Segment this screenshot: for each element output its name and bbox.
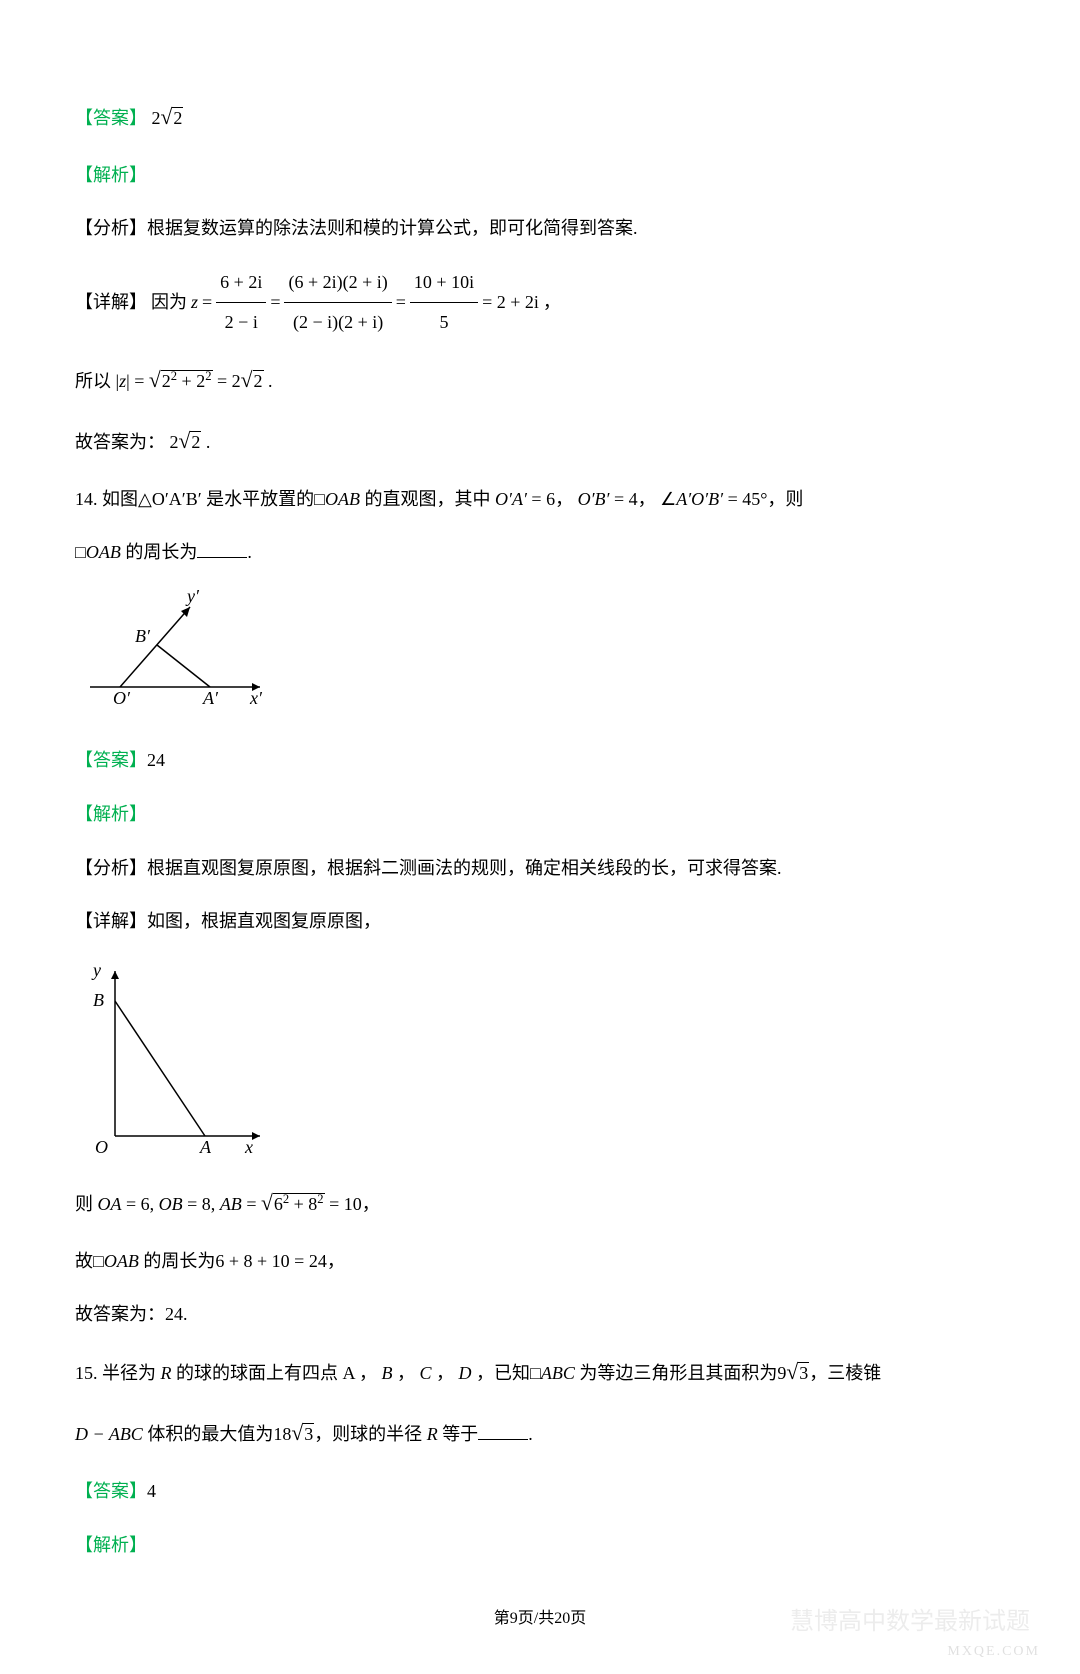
answer-label: 【答案】 <box>75 108 147 128</box>
answer-label-15: 【答案】 <box>75 1481 147 1501</box>
answer-value-15: 4 <box>147 1481 156 1501</box>
q15-number: 15. <box>75 1363 102 1383</box>
answer-value-14: 24 <box>147 750 165 770</box>
fraction-1: 6 + 2i 2 − i <box>216 263 266 343</box>
analysis-content-13: 【分析】根据复数运算的除法法则和模的计算公式，即可化简得到答案. <box>75 209 1005 249</box>
detail-label-14: 【详解】 <box>75 911 147 931</box>
diagram-14-original: O A x B y <box>75 956 1005 1166</box>
answer-value: 2√2 <box>152 108 184 128</box>
svg-text:A: A <box>199 1137 212 1156</box>
detail-label: 【详解】 <box>75 283 147 323</box>
analysis-label-15: 【解析】 <box>75 1526 1005 1566</box>
detail-14: 【详解】如图，根据直观图复原原图， <box>75 902 1005 942</box>
analysis-text: 根据复数运算的除法法则和模的计算公式，即可化简得到答案. <box>147 218 638 238</box>
detail-13: 【详解】 因为 z = 6 + 2i 2 − i = (6 + 2i)(2 + … <box>75 263 1005 343</box>
svg-text:y′: y′ <box>185 587 200 606</box>
blank-14 <box>197 557 247 558</box>
analysis-sublabel-14: 【分析】 <box>75 858 147 878</box>
calc-14-1: 则 OA = 6, OB = 8, AB = √62 + 82 = 10， <box>75 1180 1005 1228</box>
z-equals: z <box>191 283 198 323</box>
svg-text:O: O <box>95 1137 108 1156</box>
analysis-section-15: 【解析】 <box>75 1535 147 1555</box>
svg-text:x: x <box>244 1137 253 1156</box>
watermark-sub: MXQE.COM <box>947 1639 1040 1664</box>
detail-prefix: 因为 <box>151 283 187 323</box>
question-14-line2: □OAB 的周长为. <box>75 533 1005 573</box>
analysis-label-13: 【解析】 <box>75 156 1005 196</box>
blank-15 <box>478 1439 528 1440</box>
conclusion-13: 故答案为： 2√2 . <box>75 418 1005 466</box>
fraction-3: 10 + 10i 5 <box>410 263 478 343</box>
question-14: 14. 如图△O′A′B′ 是水平放置的□OAB 的直观图，其中 O′A′ = … <box>75 480 1005 520</box>
analysis-section: 【解析】 <box>75 165 147 185</box>
svg-text:x′: x′ <box>249 688 263 708</box>
answer-14: 【答案】24 <box>75 741 1005 781</box>
analysis-sublabel: 【分析】 <box>75 218 147 238</box>
svg-text:A′: A′ <box>202 688 219 708</box>
svg-text:B′: B′ <box>135 626 151 646</box>
analysis-label-14: 【解析】 <box>75 795 1005 835</box>
question-15-line2: D − ABC 体积的最大值为18√3，则球的半径 R 等于. <box>75 1410 1005 1458</box>
final-result: = 2 + 2i <box>482 283 539 323</box>
detail-text-14: 如图，根据直观图复原原图， <box>147 911 381 931</box>
answer-15: 【答案】4 <box>75 1472 1005 1512</box>
q14-number: 14. <box>75 489 102 509</box>
modulus-eq: |z| = √22 + 22 = 2√2 <box>116 371 264 391</box>
question-15: 15. 半径为 R 的球的球面上有四点 A ， B ， C ， D ，已知□AB… <box>75 1349 1005 1397</box>
fraction-2: (6 + 2i)(2 + i) (2 − i)(2 + i) <box>284 263 391 343</box>
watermark-main: 慧博高中数学最新试题 <box>790 1601 1030 1644</box>
diagram-14-oblique: O′ A′ x′ B′ y′ <box>75 587 1005 727</box>
analysis-text-14: 根据直观图复原原图，根据斜二测画法的规则，确定相关线段的长，可求得答案. <box>147 858 782 878</box>
answer-label-14: 【答案】 <box>75 750 147 770</box>
calc-14-2: 故□OAB 的周长为6 + 8 + 10 = 24， <box>75 1242 1005 1282</box>
svg-text:O′: O′ <box>113 688 131 708</box>
svg-text:y: y <box>91 960 101 980</box>
svg-text:B: B <box>93 990 104 1010</box>
conclusion-14: 故答案为：24. <box>75 1295 1005 1335</box>
modulus-line: 所以 |z| = √22 + 22 = 2√2 . <box>75 357 1005 405</box>
answer-13: 【答案】 2√2 <box>75 94 1005 142</box>
analysis-section-14: 【解析】 <box>75 804 147 824</box>
analysis-content-14: 【分析】根据直观图复原原图，根据斜二测画法的规则，确定相关线段的长，可求得答案. <box>75 849 1005 889</box>
modulus-prefix: 所以 <box>75 371 111 391</box>
